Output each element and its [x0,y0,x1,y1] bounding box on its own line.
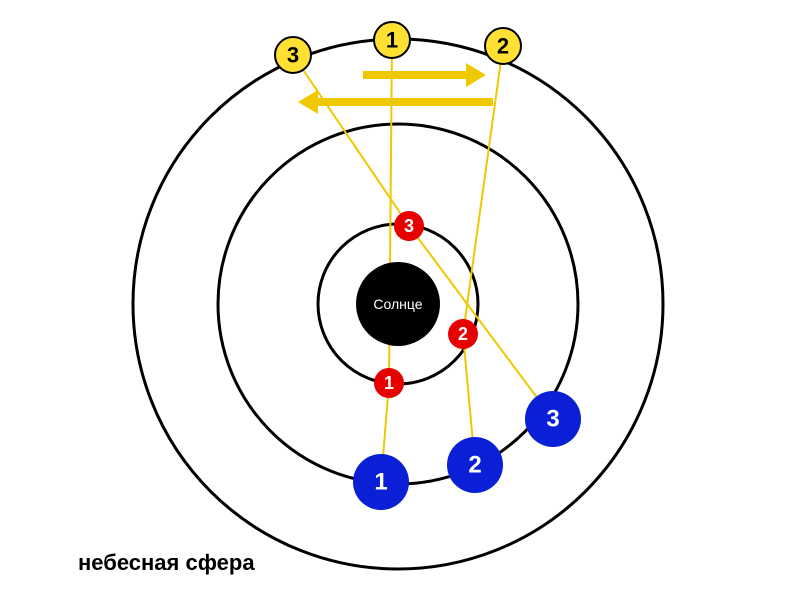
celestial_points-label-3: 3 [287,43,299,68]
celestial_points-label-1: 1 [386,28,398,53]
sight-line-2-b [463,46,503,334]
diagram-svg: Солнце 1 2 3 1 2 3 1 2 3 небесная сфера [0,0,800,600]
direction-arrow-head-1 [298,90,318,114]
outer_planet-label-3: 3 [546,406,559,433]
caption-celestial-sphere: небесная сфера [78,550,255,575]
direction-arrow-head-0 [466,63,486,87]
inner_planet-label-1: 1 [384,373,394,393]
outer_planet-label-2: 2 [468,452,481,479]
inner_planet-label-3: 3 [404,216,414,236]
celestial_points-label-2: 2 [497,34,509,59]
inner_planet-label-2: 2 [458,324,468,344]
outer_planet-label-1: 1 [374,469,387,496]
sun-label: Солнце [373,296,422,312]
